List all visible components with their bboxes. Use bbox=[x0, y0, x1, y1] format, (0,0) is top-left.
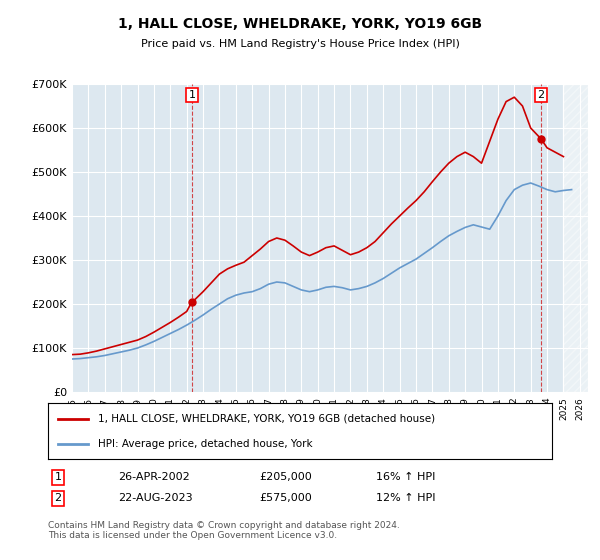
Text: 1: 1 bbox=[55, 473, 62, 482]
Text: Contains HM Land Registry data © Crown copyright and database right 2024.
This d: Contains HM Land Registry data © Crown c… bbox=[48, 521, 400, 540]
Text: 1, HALL CLOSE, WHELDRAKE, YORK, YO19 6GB (detached house): 1, HALL CLOSE, WHELDRAKE, YORK, YO19 6GB… bbox=[98, 414, 436, 424]
Text: 26-APR-2002: 26-APR-2002 bbox=[119, 473, 190, 482]
Text: £575,000: £575,000 bbox=[260, 493, 313, 503]
Text: 22-AUG-2023: 22-AUG-2023 bbox=[119, 493, 193, 503]
Text: 1, HALL CLOSE, WHELDRAKE, YORK, YO19 6GB: 1, HALL CLOSE, WHELDRAKE, YORK, YO19 6GB bbox=[118, 17, 482, 31]
Text: £205,000: £205,000 bbox=[260, 473, 313, 482]
Text: 12% ↑ HPI: 12% ↑ HPI bbox=[376, 493, 435, 503]
Text: 2: 2 bbox=[538, 90, 545, 100]
Text: 16% ↑ HPI: 16% ↑ HPI bbox=[376, 473, 435, 482]
Bar bbox=[563, 84, 588, 392]
Text: 2: 2 bbox=[55, 493, 62, 503]
Text: Price paid vs. HM Land Registry's House Price Index (HPI): Price paid vs. HM Land Registry's House … bbox=[140, 39, 460, 49]
Text: 1: 1 bbox=[188, 90, 196, 100]
Text: HPI: Average price, detached house, York: HPI: Average price, detached house, York bbox=[98, 438, 313, 449]
